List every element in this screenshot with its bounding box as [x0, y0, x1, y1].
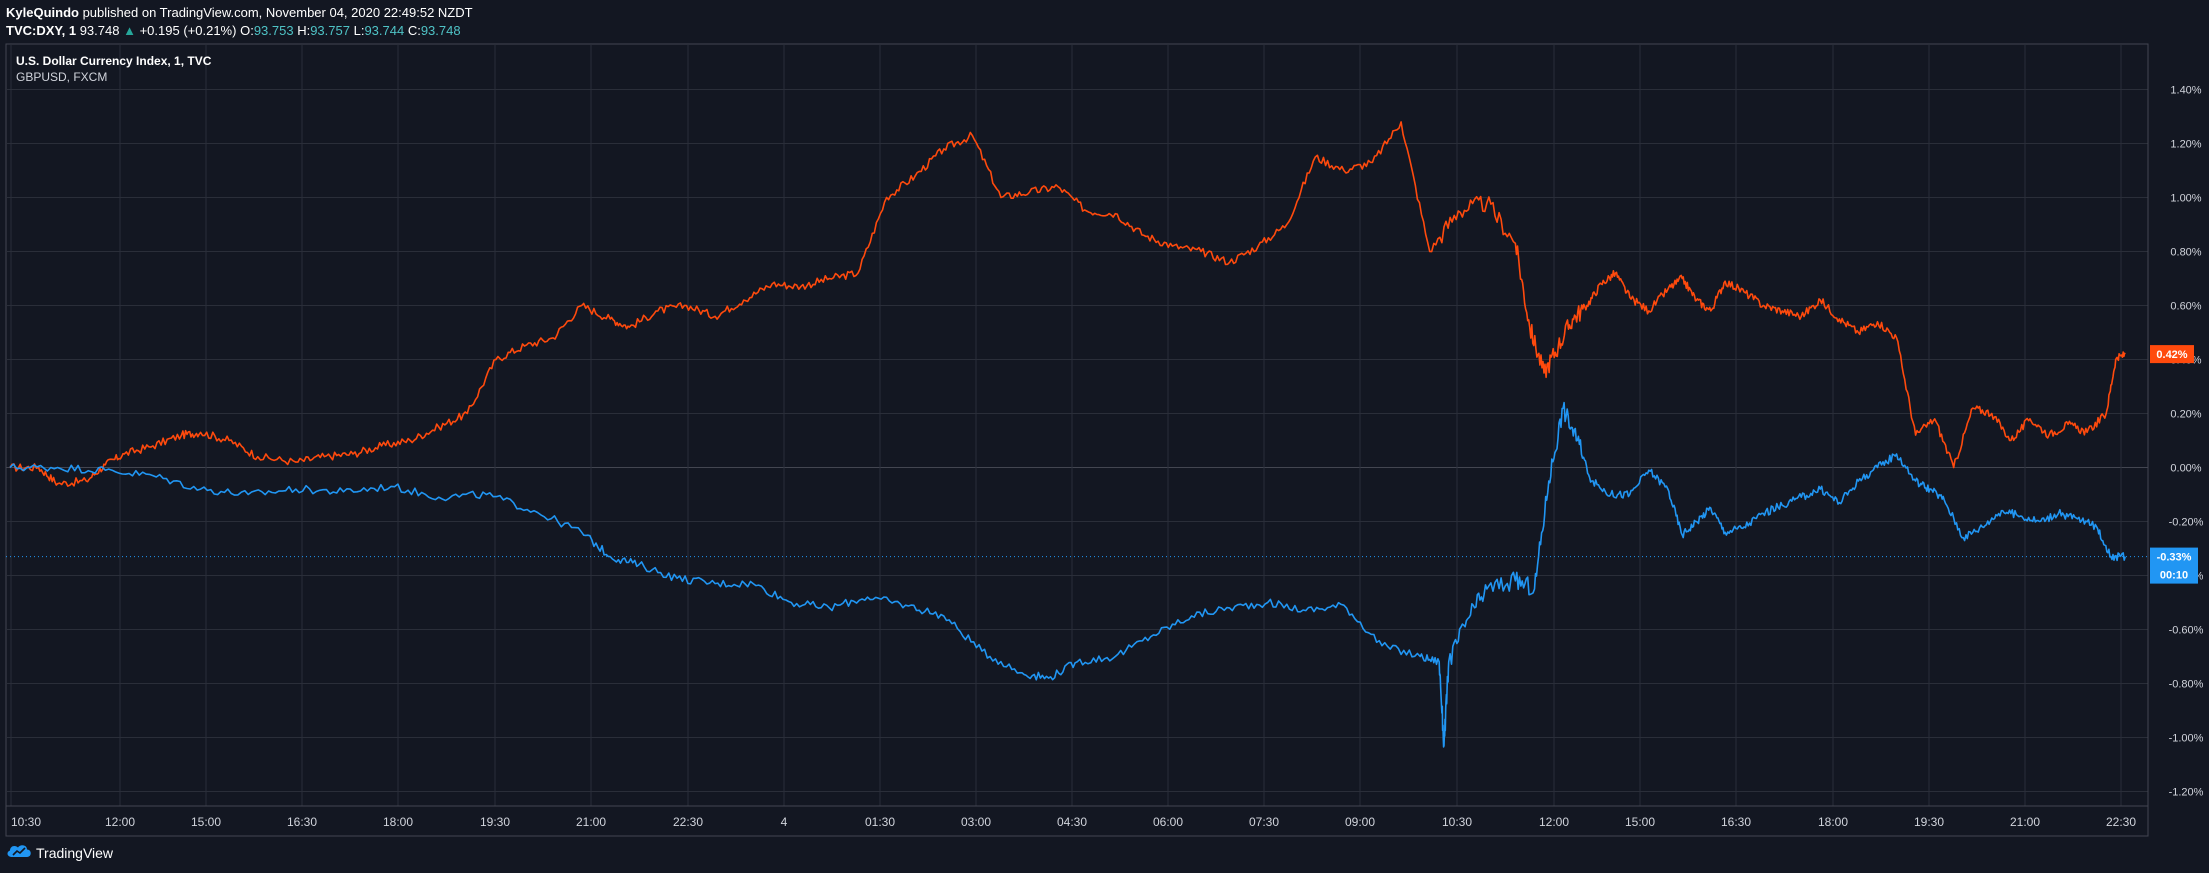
- publish-line: KyleQuindo published on TradingView.com,…: [6, 4, 473, 22]
- x-tick-label: 07:30: [1249, 815, 1279, 829]
- last-value-labels: 0.42% -0.33% 00:10: [2150, 345, 2198, 584]
- symbol-label: TVC:DXY, 1: [6, 23, 77, 38]
- x-tick-label: 16:30: [1721, 815, 1751, 829]
- y-tick-label: 0.00%: [2170, 463, 2201, 475]
- x-tick-label: 09:00: [1345, 815, 1375, 829]
- legend-entry: GBPUSD, FXCM: [16, 70, 107, 84]
- price-axis[interactable]: 1.40%1.20%1.00%0.80%0.60%0.40%0.20%0.00%…: [2169, 85, 2204, 799]
- y-tick-label: 0.60%: [2170, 301, 2201, 313]
- y-tick-label: -0.80%: [2169, 679, 2204, 691]
- y-tick-label: -0.60%: [2169, 625, 2204, 637]
- x-tick-label: 22:30: [673, 815, 703, 829]
- low-label: L:: [353, 23, 365, 38]
- x-tick-label: 15:00: [191, 815, 221, 829]
- grid: [6, 44, 2148, 806]
- tradingview-brand[interactable]: TradingView: [36, 844, 114, 861]
- x-tick-label: 16:30: [287, 815, 317, 829]
- y-tick-label: -1.00%: [2169, 733, 2204, 745]
- time-axis[interactable]: 10:30 12:00 15:00 16:30 18:00 19:30 21:00 22:30…: [11, 815, 2136, 829]
- y-tick-label: -1.20%: [2169, 787, 2204, 799]
- y-tick-label: 1.40%: [2170, 85, 2201, 97]
- y-tick-label: 0.20%: [2170, 409, 2201, 421]
- dxy-series-line: [9, 401, 2126, 748]
- pane-border: [5, 43, 2149, 837]
- dxy-countdown-label: 00:10: [2160, 570, 2188, 582]
- x-tick-label: 10:30: [11, 815, 41, 829]
- tradingview-cloud-icon[interactable]: [6, 843, 32, 862]
- x-tick-label: 12:00: [105, 815, 135, 829]
- x-tick-label: 12:00: [1539, 815, 1569, 829]
- y-tick-label: -0.20%: [2169, 517, 2204, 529]
- x-tick-label: 18:00: [383, 815, 413, 829]
- dxy-last-label-box: [2150, 547, 2198, 584]
- chart-legend: U.S. Dollar Currency Index, 1, TVC GBPUSD…: [16, 54, 212, 84]
- x-tick-label: 03:00: [961, 815, 991, 829]
- x-tick-label: 18:00: [1818, 815, 1848, 829]
- gbpusd-last-label-box: [2150, 345, 2194, 364]
- published-text: published on TradingView.com, November 0…: [82, 5, 473, 20]
- open-label: O:: [240, 23, 254, 38]
- legend-entry: U.S. Dollar Currency Index, 1, TVC: [16, 54, 212, 68]
- y-tick-label: 1.00%: [2170, 193, 2201, 205]
- y-tick-label: 0.80%: [2170, 247, 2201, 259]
- open-value: 93.753: [253, 23, 294, 38]
- last-price: 93.748: [79, 23, 120, 38]
- gbpusd-series-line: [9, 121, 2126, 487]
- x-tick-label: 04:30: [1057, 815, 1087, 829]
- x-tick-label: 01:30: [865, 815, 895, 829]
- close-value: 93.748: [420, 23, 461, 38]
- low-value: 93.744: [364, 23, 405, 38]
- gbpusd-last-label: 0.42%: [2156, 349, 2187, 361]
- x-tick-label: 19:30: [1914, 815, 1944, 829]
- high-label: H:: [297, 23, 311, 38]
- dxy-last-label: -0.33%: [2157, 552, 2192, 564]
- high-value: 93.757: [310, 23, 350, 38]
- chart-header: KyleQuindo published on TradingView.com,…: [6, 4, 473, 40]
- change-value: +0.195 (+0.21%): [139, 23, 237, 38]
- y-tick-label: 1.20%: [2170, 139, 2201, 151]
- x-tick-label: 15:00: [1625, 815, 1655, 829]
- x-tick-label: 19:30: [480, 815, 510, 829]
- close-label: C:: [407, 23, 421, 38]
- x-tick-label: 4: [781, 815, 788, 829]
- x-tick-label: 22:30: [2106, 815, 2136, 829]
- up-arrow-icon: ▲: [123, 23, 136, 38]
- footer: TradingView: [6, 843, 113, 862]
- x-tick-label: 21:00: [2010, 815, 2040, 829]
- x-tick-label: 21:00: [576, 815, 606, 829]
- ohlc-line: TVC:DXY, 1 93.748 ▲ +0.195 (+0.21%) O:93…: [6, 22, 473, 40]
- author-name[interactable]: KyleQuindo: [6, 5, 79, 20]
- series-layer: [6, 121, 2148, 748]
- x-tick-label: 06:00: [1153, 815, 1183, 829]
- x-tick-label: 10:30: [1442, 815, 1472, 829]
